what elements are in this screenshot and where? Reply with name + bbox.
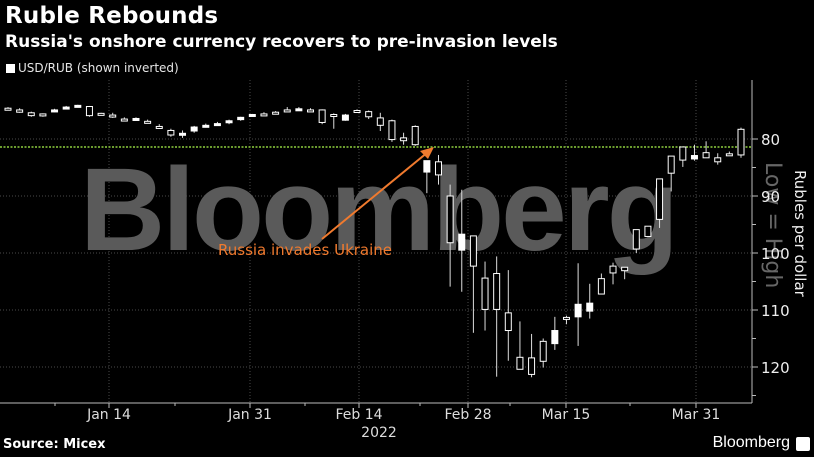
candle [202,124,210,128]
y-tick-label: 120 [761,359,790,377]
chart-title: Ruble Rebounds [5,3,219,29]
candle [353,110,361,113]
candle [400,137,408,142]
y-tick-label: 110 [761,302,790,320]
candle [423,160,431,173]
candle [376,117,384,126]
source-label: Source: Micex [3,437,106,452]
candle [190,126,198,132]
candle [493,273,501,310]
candle [656,178,664,220]
candle [702,152,710,159]
candle [132,117,140,121]
candle [516,356,524,370]
candles [4,104,745,378]
candle [248,113,256,117]
candle [330,113,338,117]
watermark-low-high: Low = High [760,162,785,288]
candle [574,303,582,318]
candle [644,225,652,237]
x-tick-label: Feb 28 [444,407,491,423]
candle [167,129,175,136]
candle [562,316,570,320]
candle [213,123,221,127]
candle [27,112,35,117]
candle [667,155,675,174]
candle [411,125,419,146]
legend-label: USD/RUB (shown inverted) [18,61,179,75]
candle [51,109,59,113]
candle [679,146,687,161]
candle [434,161,442,176]
candle [283,109,291,113]
y-axis-ticks: 80 90 100 110 120 [752,131,790,396]
y-axis-label: Rubles per dollar [791,170,809,298]
chart-subtitle: Russia's onshore currency recovers to pr… [5,32,558,52]
watermark-bloomberg: Bloomberg [80,144,676,276]
candle [388,120,396,141]
candle [85,106,93,117]
x-tick-label: Jan 31 [227,407,272,423]
y-tick-label: 100 [761,245,790,263]
candle [714,157,722,163]
candle [446,195,454,244]
x-axis-year-label: 2022 [361,425,397,441]
y-tick-label: 80 [761,131,780,149]
candle [481,277,489,310]
x-tick-label: Feb 14 [335,407,382,423]
annotation-arrow [321,151,429,240]
candle [341,114,349,121]
candle [295,108,303,112]
candle [528,357,536,375]
candle [551,330,559,345]
candle [621,266,629,272]
candle [144,120,152,124]
x-axis-ticks: Jan 14 Jan 31 Feb 14 Feb 28 Mar 15 Mar 31 [54,403,721,423]
y-tick-label: 90 [761,188,780,206]
candle [179,132,187,136]
candle [458,233,466,251]
candle [365,111,373,118]
candle [62,106,70,110]
x-tick-label: Mar 15 [542,407,591,423]
candle [597,278,605,295]
candle [609,265,617,274]
candle [4,107,12,111]
candle [97,112,105,116]
candle [632,229,640,250]
candle [109,114,117,118]
bloomberg-terminal-icon [796,437,810,451]
x-tick-label: Mar 31 [672,407,721,423]
candle [74,104,82,108]
candle [272,111,280,115]
legend-swatch-icon [6,63,15,73]
candle [318,109,326,123]
candle [307,109,315,113]
annotation-text: Russia invades Ukraine [218,241,392,259]
candle [504,312,512,332]
candle [690,155,698,160]
candle [737,128,745,156]
candle [237,116,245,121]
annotation-arrowhead-icon [420,147,434,159]
candle [16,109,24,113]
candle [225,120,233,124]
candle [155,125,163,129]
bloomberg-logo: Bloomberg [712,434,790,451]
candle [725,153,733,157]
candle [39,113,47,117]
candle [260,113,268,117]
candle [586,302,594,312]
legend: USD/RUB (shown inverted) [6,61,179,75]
candle [120,118,128,122]
candle [539,340,547,362]
x-tick-label: Jan 14 [86,407,131,423]
candle [469,235,477,267]
